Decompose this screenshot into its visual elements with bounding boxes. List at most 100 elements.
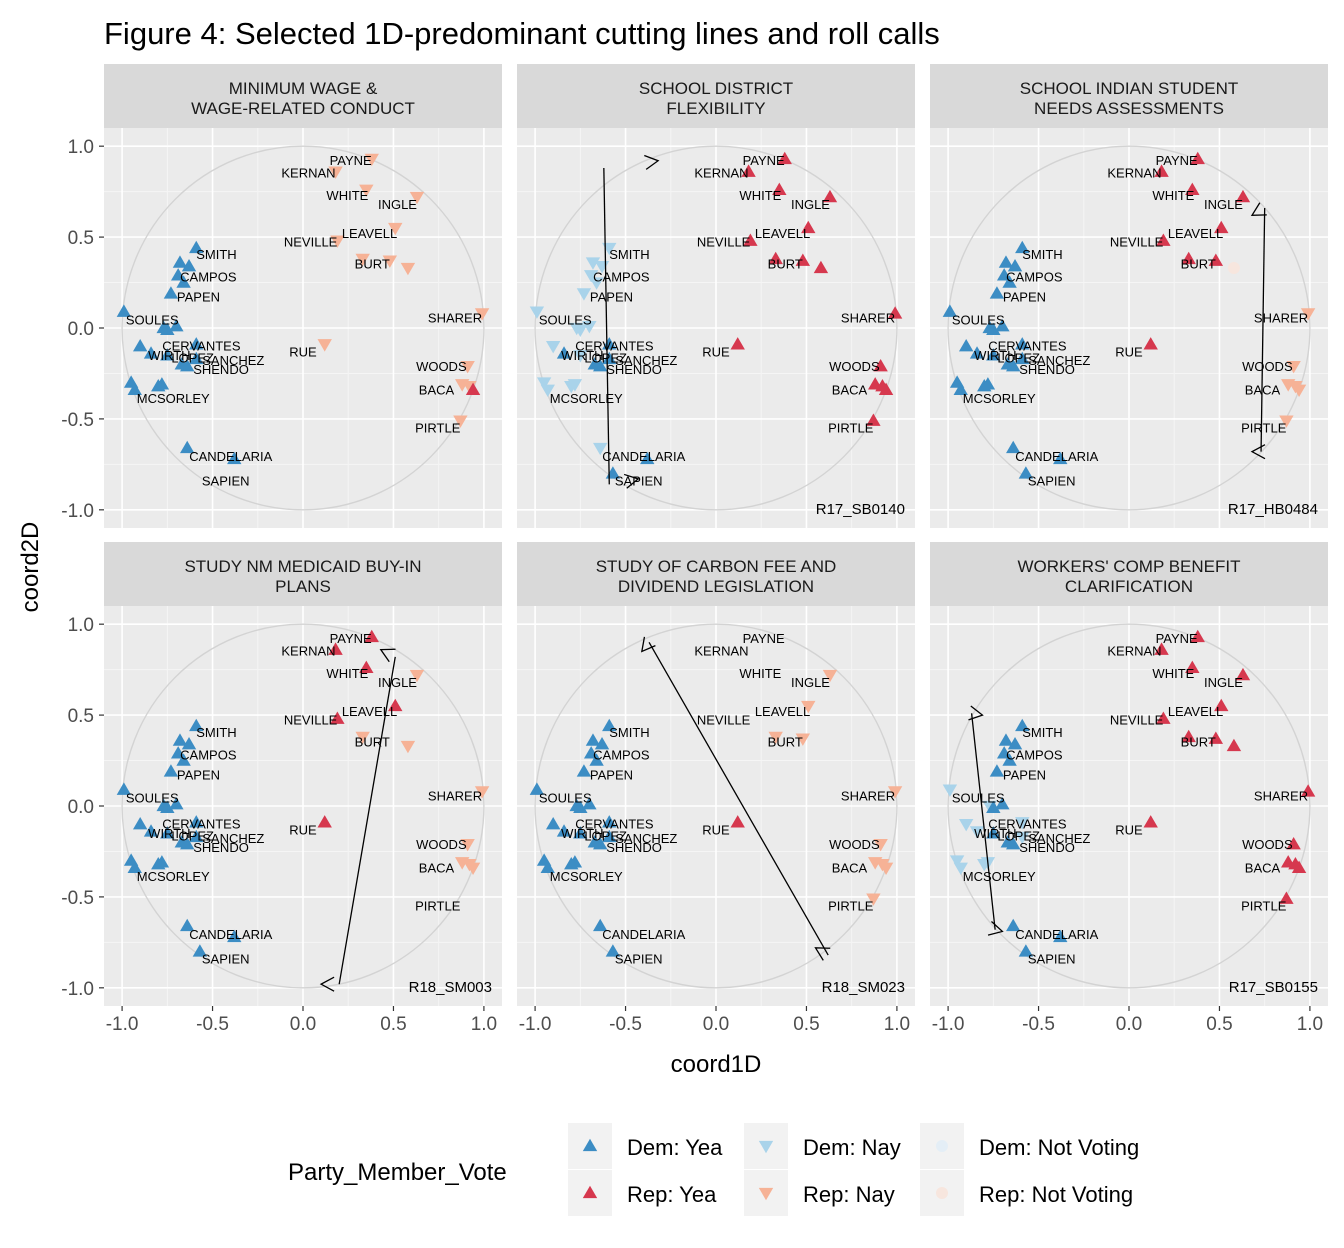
data-point	[540, 860, 555, 874]
rollcall-id: R17_HB0484	[1228, 501, 1318, 518]
legislator-label: SHARER	[1254, 788, 1308, 803]
data-point	[169, 796, 184, 810]
data-point	[1185, 660, 1200, 674]
data-point	[582, 796, 597, 810]
legend-item: Dem: Not Voting	[920, 1123, 1139, 1169]
strip-label: PLANS	[275, 577, 331, 596]
legislator-label: INGLE	[1204, 197, 1243, 212]
data-point	[602, 351, 617, 365]
data-point	[180, 918, 195, 932]
data-point	[169, 318, 184, 332]
unit-circle	[121, 623, 485, 989]
legislator-label: PAYNE	[743, 153, 785, 168]
data-point	[127, 382, 142, 396]
y-tick-label: 0.0	[68, 797, 94, 818]
data-point	[474, 308, 490, 321]
legislator-label: LOPEZ	[584, 350, 627, 365]
data-point	[328, 642, 343, 655]
unit-circle	[534, 623, 898, 989]
strip-label: NEEDS ASSESSMENTS	[1034, 99, 1224, 118]
legend-symbol	[758, 1140, 774, 1154]
legislator-label: PAPEN	[177, 289, 220, 304]
y-tick-label: 0.5	[68, 706, 94, 727]
strip-label: CLARIFICATION	[1065, 577, 1193, 596]
data-point	[585, 733, 601, 746]
cutting-line-arrow	[1260, 207, 1266, 452]
legislator-label: RUE	[1115, 344, 1143, 359]
legislator-label: KERNAN	[1107, 644, 1161, 659]
legislator-label: PAPEN	[177, 767, 220, 782]
data-point	[556, 346, 572, 359]
legislator-label: PIRTLE	[415, 421, 461, 436]
data-point	[1181, 729, 1196, 743]
legislator-label: SOULES	[126, 791, 179, 806]
legislator-label: CAMPOS	[180, 747, 237, 762]
data-point	[1002, 275, 1017, 288]
legislator-label: INGLE	[791, 197, 830, 212]
data-point	[980, 377, 996, 390]
data-point	[227, 451, 242, 465]
legislator-label: BACA	[1245, 382, 1281, 397]
data-point	[583, 746, 599, 759]
rollcall-id: R18_SM023	[822, 979, 905, 996]
legend-symbol	[582, 1138, 598, 1152]
data-point	[873, 838, 888, 852]
data-point	[1053, 451, 1068, 465]
data-point	[1015, 337, 1030, 350]
cutting-line-arrow	[648, 642, 829, 956]
legislator-label: SOULES	[539, 791, 592, 806]
legislator-label: SANCHEZ	[615, 353, 677, 368]
legislator-label: WOODS	[416, 359, 467, 374]
data-point	[583, 270, 599, 283]
data-point	[540, 384, 555, 398]
legislator-label: CAMPOS	[593, 269, 650, 284]
data-point	[1300, 784, 1316, 797]
data-point	[1214, 220, 1229, 234]
legislator-label: LOPEZ	[171, 350, 214, 365]
data-point	[795, 733, 811, 746]
data-point	[143, 824, 159, 837]
legislator-label: BACA	[832, 382, 868, 397]
legislator-label: SANCHEZ	[1028, 831, 1090, 846]
data-point	[878, 862, 894, 876]
legend-item: Dem: Nay	[744, 1123, 901, 1169]
legislator-label: WIRTH	[561, 348, 603, 363]
panel: MINIMUM WAGE &WAGE-RELATED CONDUCT PAYNEK…	[104, 64, 502, 528]
legislator-label: CANDELARIA	[1015, 927, 1098, 942]
cutting-line-arrow	[338, 656, 396, 985]
data-point	[741, 164, 756, 177]
data-point	[953, 862, 968, 876]
data-point	[878, 382, 894, 396]
data-point	[181, 258, 197, 272]
legislator-label: MCSORLEY	[137, 391, 210, 406]
legislator-label: KERNAN	[694, 644, 748, 659]
data-point	[172, 733, 188, 746]
data-point	[180, 836, 195, 850]
data-point	[822, 669, 838, 683]
legislator-label: SMITH	[609, 725, 649, 740]
data-point	[942, 784, 958, 797]
legend-item: Rep: Not Voting	[920, 1170, 1133, 1216]
data-point	[189, 351, 204, 365]
data-point	[163, 764, 179, 777]
legislator-label: LEAVELL	[342, 226, 397, 241]
legislator-label: SANCHEZ	[202, 831, 264, 846]
data-point	[189, 240, 204, 254]
strip-label: SCHOOL INDIAN STUDENT	[1020, 79, 1239, 98]
legislator-label: WIRTH	[974, 348, 1016, 363]
legislator-label: SAPIEN	[202, 951, 250, 966]
legislator-label: WHITE	[326, 666, 368, 681]
data-point	[545, 340, 561, 354]
legend-symbol	[936, 1140, 948, 1152]
cutting-line-arrow	[603, 167, 610, 485]
legislator-label: LEAVELL	[755, 226, 810, 241]
data-point	[949, 855, 965, 868]
legislator-label: MCSORLEY	[963, 869, 1036, 884]
data-point	[1154, 642, 1169, 655]
y-tick-label: 1.0	[68, 137, 94, 158]
data-point	[582, 320, 597, 334]
legislator-label: CANDELARIA	[1015, 449, 1098, 464]
strip-label: SCHOOL DISTRICT	[639, 79, 793, 98]
legislator-label: KERNAN	[281, 644, 335, 659]
